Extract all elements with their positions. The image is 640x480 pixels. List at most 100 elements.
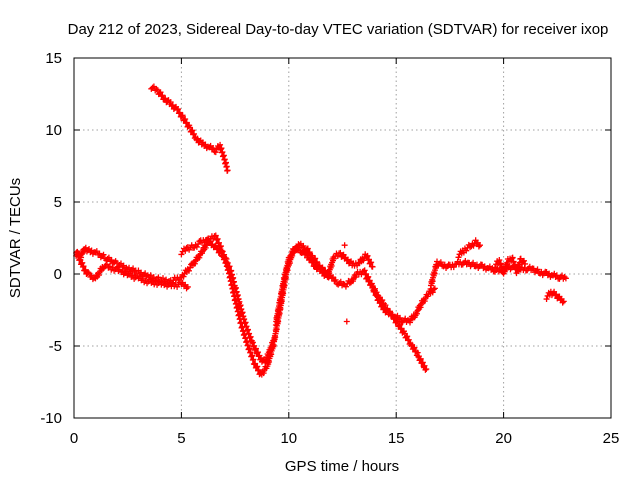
data-point [182, 247, 189, 254]
data-point [291, 248, 298, 255]
data-point [306, 256, 313, 263]
y-tick-label: 0 [54, 266, 62, 283]
data-point [421, 364, 428, 371]
data-point [463, 247, 470, 254]
x-tick-label: 0 [70, 430, 78, 447]
data-point [296, 245, 303, 252]
y-tick-labels: -10 -5 0 5 10 15 [40, 50, 62, 427]
data-point [100, 251, 107, 258]
data-point [364, 274, 371, 281]
data-point [174, 106, 181, 113]
data-point [195, 241, 202, 248]
data-point [159, 92, 166, 99]
data-point [287, 254, 294, 261]
data-point [467, 244, 474, 251]
x-tick-label: 5 [177, 430, 185, 447]
data-point [307, 255, 314, 262]
data-point [306, 249, 313, 256]
data-point [252, 345, 259, 352]
data-point [369, 263, 376, 270]
data-point [404, 333, 411, 340]
grid-lines [74, 58, 611, 418]
plot-frame [73, 57, 612, 419]
data-point [517, 255, 524, 262]
data-point [186, 264, 193, 271]
data-point [391, 315, 398, 322]
y-tick-label: 15 [45, 50, 62, 67]
data-point [157, 89, 164, 96]
x-tick-label: 25 [603, 430, 620, 447]
data-point [308, 259, 315, 266]
data-point [368, 259, 375, 266]
data-point [553, 272, 560, 279]
y-tick-label: -10 [40, 410, 62, 427]
data-point [184, 283, 191, 290]
data-point [304, 245, 311, 252]
data-point [413, 310, 420, 317]
data-point [388, 312, 395, 319]
y-tick-label: -5 [49, 338, 62, 355]
data-point [419, 359, 426, 366]
data-point [189, 127, 196, 134]
data-point [417, 304, 424, 311]
data-point [397, 314, 404, 321]
data-point [202, 244, 209, 251]
data-point [260, 370, 267, 377]
x-tick-labels: 0 5 10 15 20 25 [70, 430, 620, 447]
data-point [553, 291, 560, 298]
data-point [254, 363, 261, 370]
data-point [216, 248, 223, 255]
data-point [559, 299, 566, 306]
data-point [379, 297, 386, 304]
data-point [191, 260, 198, 267]
data-point [386, 309, 393, 316]
data-point [341, 242, 348, 249]
data-point [389, 311, 396, 318]
y-tick-label: 5 [54, 194, 62, 211]
data-point [390, 316, 397, 323]
y-axis-title: SDTVAR / TECUs [7, 178, 24, 298]
data-point [179, 112, 186, 119]
data-point [332, 276, 339, 283]
data-point [222, 254, 229, 261]
data-point [212, 242, 219, 249]
x-tick-label: 10 [280, 430, 297, 447]
data-point [383, 306, 390, 313]
data-point [364, 252, 371, 259]
data-point [343, 318, 350, 325]
data-point [211, 243, 218, 250]
data-point [352, 274, 359, 281]
data-point [393, 318, 400, 325]
data-point [437, 259, 444, 266]
data-point [175, 110, 182, 117]
data-point [504, 261, 511, 268]
data-point [476, 242, 483, 249]
data-point [543, 296, 550, 303]
data-point [367, 259, 374, 266]
data-point [217, 247, 224, 254]
data-point [175, 106, 182, 113]
data-point [405, 336, 412, 343]
data-point [522, 260, 529, 267]
data-point [562, 275, 569, 282]
data-point [371, 285, 378, 292]
data-point [193, 243, 200, 250]
data-point [255, 349, 262, 356]
data-point [373, 289, 380, 296]
chart-title: Day 212 of 2023, Sidereal Day-to-day VTE… [68, 21, 609, 38]
data-point [342, 283, 349, 290]
data-point [155, 274, 162, 281]
data-point [180, 273, 187, 280]
data-point [470, 242, 477, 249]
data-point [560, 298, 567, 305]
data-point [147, 272, 154, 279]
data-point [407, 319, 414, 326]
data-point [191, 130, 198, 137]
data-point [270, 337, 277, 344]
data-point [361, 267, 368, 274]
data-point [534, 266, 541, 273]
data-point [492, 264, 499, 271]
data-point [212, 149, 219, 156]
data-point [346, 280, 353, 287]
